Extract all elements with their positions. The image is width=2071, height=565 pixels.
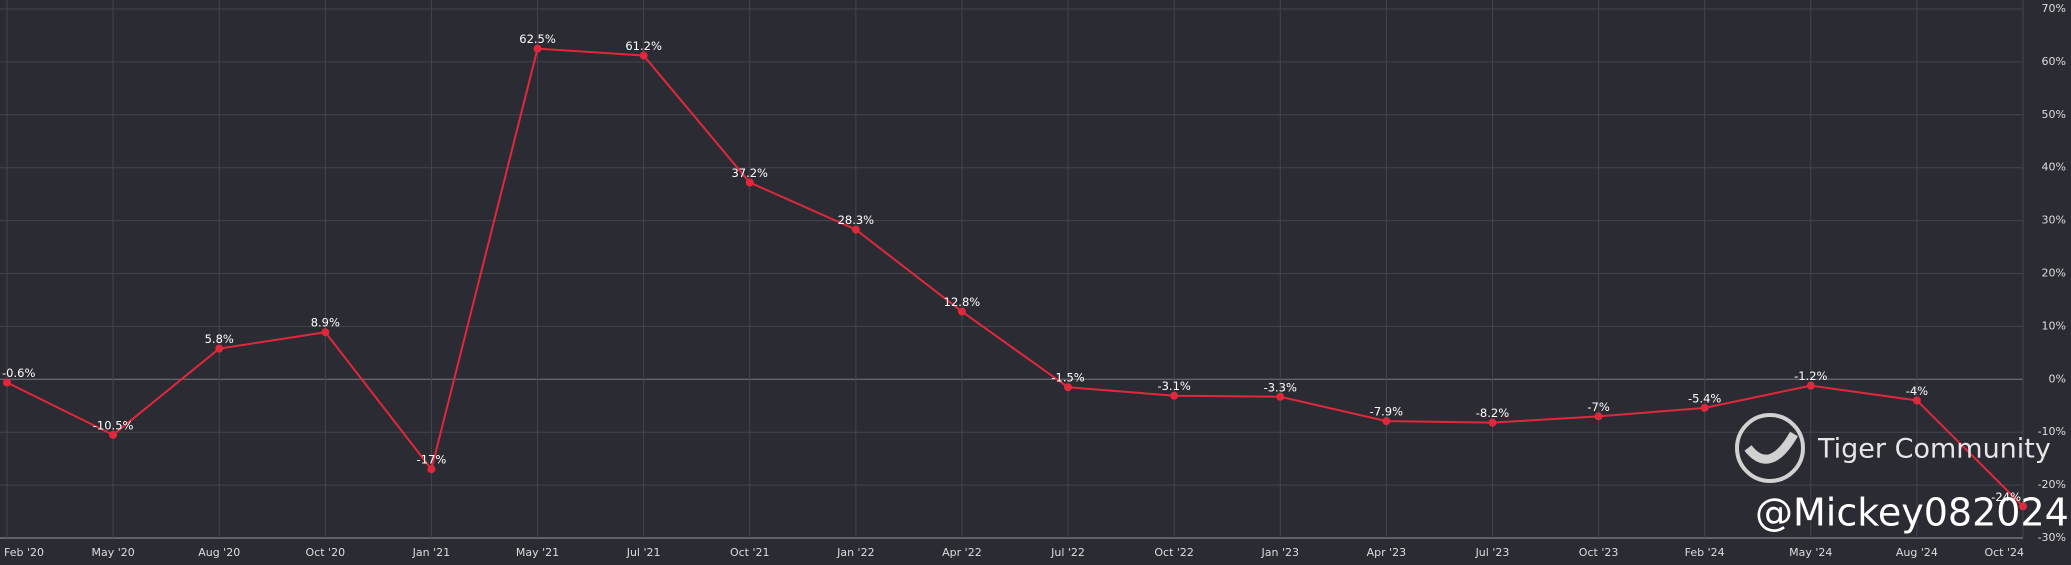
y-tick-label: 60%: [2042, 55, 2066, 68]
x-tick-label: May '24: [1789, 546, 1832, 559]
data-label: 61.2%: [625, 39, 662, 53]
x-tick-label: Oct '22: [1154, 546, 1194, 559]
y-tick-label: 10%: [2042, 319, 2066, 332]
y-tick-label: 20%: [2042, 267, 2066, 280]
point: [321, 328, 330, 337]
y-tick-label: 30%: [2042, 214, 2066, 227]
data-label: -10.5%: [93, 418, 134, 432]
x-tick-label: Apr '23: [1367, 546, 1407, 559]
point: [2019, 502, 2027, 511]
data-label: -5.4%: [1688, 391, 1721, 405]
data-label: 28.3%: [838, 213, 875, 227]
x-tick-label: Aug '20: [198, 546, 240, 559]
point: [1488, 418, 1497, 427]
y-tick-label: 0%: [2049, 372, 2066, 385]
point: [639, 51, 648, 60]
x-tick-label: Jan '22: [836, 546, 874, 559]
x-tick-label: Jan '21: [412, 546, 450, 559]
x-tick-label: Jul '23: [1475, 546, 1510, 559]
point: [3, 378, 11, 387]
y-tick-label: -10%: [2038, 425, 2066, 438]
data-label: -0.6%: [2, 366, 35, 380]
x-tick-label: Oct '24: [1984, 546, 2024, 559]
grid: [0, 0, 2024, 539]
y-tick-label: 50%: [2042, 108, 2066, 121]
x-tick-label: Apr '22: [942, 546, 982, 559]
watermark-user: @Mickey082024: [1755, 491, 2069, 535]
x-tick-label: Feb '20: [4, 546, 44, 559]
point: [1382, 417, 1391, 426]
data-label: 12.8%: [944, 295, 981, 309]
point: [215, 344, 224, 353]
logo-circle: [1735, 413, 1805, 483]
x-tick-label: Feb '24: [1685, 546, 1725, 559]
x-tick-label: Aug '24: [1896, 546, 1938, 559]
data-label: 37.2%: [731, 166, 768, 180]
point: [1912, 396, 1921, 405]
point: [851, 225, 860, 234]
x-tick-label: Oct '23: [1579, 546, 1619, 559]
y-tick-label: -20%: [2038, 478, 2066, 491]
point: [1594, 412, 1603, 421]
x-tick-label: Jul '21: [626, 546, 661, 559]
x-tick-label: Jan '23: [1261, 546, 1299, 559]
point: [957, 307, 966, 316]
y-tick-label: -30%: [2038, 531, 2066, 544]
data-label: -1.5%: [1051, 371, 1084, 385]
y-tick-label: 40%: [2042, 161, 2066, 174]
x-tick-label: May '21: [516, 546, 559, 559]
data-label: 62.5%: [519, 32, 556, 46]
point: [1064, 383, 1073, 392]
point: [1806, 381, 1815, 390]
data-label: -8.2%: [1476, 406, 1509, 420]
x-tick-label: Jul '22: [1050, 546, 1085, 559]
data-label: -7.9%: [1370, 405, 1403, 419]
x-tick-label: Oct '20: [306, 546, 346, 559]
point: [1276, 392, 1285, 401]
data-label: -4%: [1906, 384, 1928, 398]
watermark-brand: Tiger Community: [1817, 434, 2051, 465]
data-label: 5.8%: [205, 332, 234, 346]
data-label: -3.3%: [1264, 380, 1297, 394]
point: [1700, 403, 1709, 412]
point: [109, 430, 118, 439]
point: [427, 465, 436, 474]
logo: [1735, 413, 1805, 483]
line: [6, 47, 2024, 507]
x-tick-label: May '20: [91, 546, 134, 559]
point: [533, 44, 542, 53]
point: [1170, 391, 1179, 400]
data-label: -17%: [417, 453, 447, 467]
y-tick-label: 70%: [2042, 2, 2066, 15]
data-label: 8.9%: [311, 316, 340, 330]
x-tick-label: Oct '21: [730, 546, 770, 559]
data-label: -7%: [1587, 400, 1609, 414]
data-label: -3.1%: [1157, 379, 1190, 393]
data-label: -1.2%: [1794, 369, 1827, 383]
point: [745, 178, 754, 187]
logo-mark: [1744, 431, 1798, 464]
data-label: -24%: [1991, 490, 2021, 504]
